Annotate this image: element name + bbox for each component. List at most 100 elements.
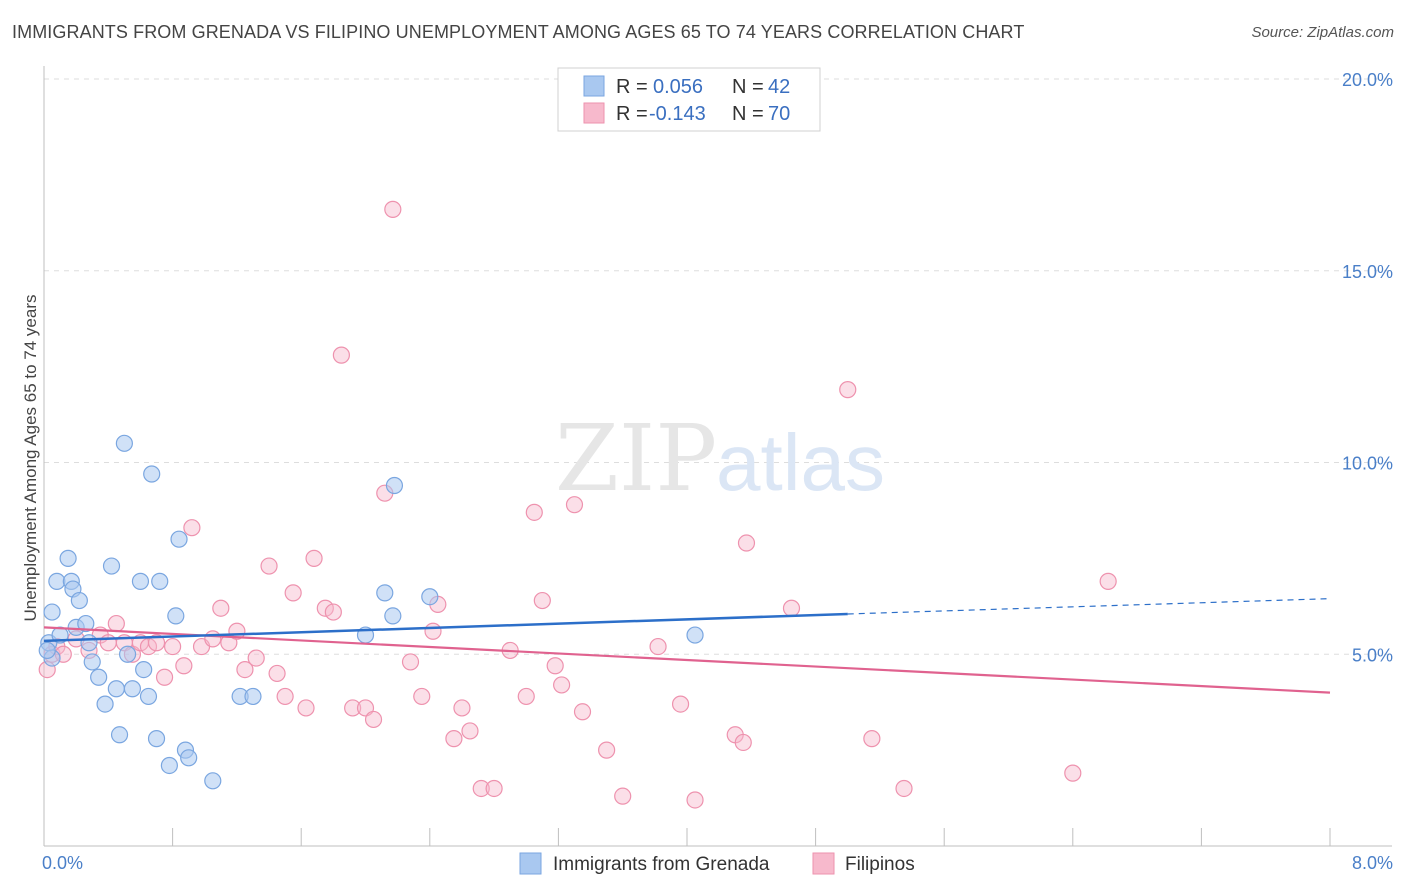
point-grenada xyxy=(123,680,142,698)
point-filipinos xyxy=(525,503,543,521)
point-filipinos xyxy=(247,649,265,667)
point-grenada xyxy=(83,653,101,671)
point-filipinos xyxy=(155,668,174,686)
point-grenada xyxy=(686,626,704,644)
point-grenada xyxy=(421,588,439,606)
point-filipinos xyxy=(164,637,182,656)
point-grenada xyxy=(135,660,153,679)
point-filipinos xyxy=(107,614,125,633)
legend-r-label-1: R = xyxy=(616,76,648,98)
legend-n-value-2: 70 xyxy=(768,103,790,125)
point-filipinos xyxy=(1064,764,1082,782)
legend-n-label-1: N = xyxy=(732,76,764,98)
point-filipinos xyxy=(413,687,431,706)
point-grenada xyxy=(48,572,66,590)
point-filipinos xyxy=(276,687,294,706)
point-filipinos xyxy=(268,664,286,683)
point-grenada xyxy=(102,557,121,575)
point-grenada xyxy=(77,614,95,633)
legend-r-value-1: 0.056 xyxy=(653,76,703,98)
x-tick-label-min: 0.0% xyxy=(42,853,83,873)
point-filipinos xyxy=(553,676,571,694)
y-axis-label: Unemployment Among Ages 65 to 74 years xyxy=(21,295,40,622)
point-filipinos xyxy=(472,779,490,798)
point-filipinos xyxy=(546,657,564,675)
point-filipinos xyxy=(863,730,881,748)
point-grenada xyxy=(59,549,77,567)
x-tick-label-max: 8.0% xyxy=(1352,853,1393,873)
axes xyxy=(43,66,1392,847)
point-filipinos xyxy=(445,730,463,748)
tick-labels: 5.0% 10.0% 15.0% 20.0% 0.0% 8.0% xyxy=(42,70,1393,873)
point-filipinos xyxy=(284,584,302,602)
bottom-legend-filipinos: Filipinos xyxy=(845,854,915,875)
point-filipinos xyxy=(305,549,323,567)
point-grenada xyxy=(244,687,262,706)
point-filipinos xyxy=(734,733,752,752)
point-filipinos xyxy=(533,591,551,610)
point-grenada xyxy=(180,749,198,767)
point-filipinos xyxy=(260,557,278,575)
point-filipinos xyxy=(204,630,222,648)
point-filipinos xyxy=(686,791,704,809)
watermark-zip: ZIP xyxy=(555,405,717,512)
point-filipinos xyxy=(332,346,350,364)
y-tick-label: 10.0% xyxy=(1342,454,1393,474)
point-grenada xyxy=(107,680,125,698)
legend-swatch-filipinos xyxy=(583,102,605,124)
series-grenada xyxy=(38,434,704,790)
legend-swatch-grenada xyxy=(583,75,605,97)
point-grenada xyxy=(143,465,161,483)
point-grenada xyxy=(170,530,188,548)
point-grenada xyxy=(90,668,108,686)
point-filipinos xyxy=(614,787,632,805)
point-filipinos xyxy=(401,653,420,671)
point-grenada xyxy=(131,572,150,590)
point-grenada xyxy=(139,687,158,706)
point-filipinos xyxy=(424,622,442,640)
y-tick-label: 20.0% xyxy=(1342,70,1393,90)
point-grenada xyxy=(204,772,222,790)
point-filipinos xyxy=(324,603,342,621)
point-filipinos xyxy=(453,699,471,717)
point-filipinos xyxy=(236,660,254,679)
point-filipinos xyxy=(212,599,230,617)
series-filipinos xyxy=(38,200,1117,809)
trend-lines xyxy=(43,598,1331,694)
point-filipinos xyxy=(649,637,667,656)
point-grenada xyxy=(38,641,56,660)
point-grenada xyxy=(376,584,394,602)
point-filipinos xyxy=(485,779,503,798)
bottom-legend-swatch-filipinos xyxy=(812,852,835,875)
trendline-filipinos xyxy=(43,626,1331,694)
legend-n-value-1: 42 xyxy=(768,76,790,98)
point-filipinos xyxy=(175,657,193,675)
point-grenada xyxy=(118,645,137,663)
point-filipinos xyxy=(895,779,913,798)
correlation-legend: R = 0.056 N = 42 R = -0.143 N = 70 xyxy=(557,67,821,132)
point-grenada xyxy=(96,695,114,713)
bottom-legend-swatch-grenada xyxy=(519,852,542,875)
point-filipinos xyxy=(1099,572,1117,590)
point-filipinos xyxy=(517,687,535,706)
point-grenada xyxy=(151,572,169,590)
legend-r-value-2: -0.143 xyxy=(649,103,706,125)
point-grenada xyxy=(80,634,98,652)
point-filipinos xyxy=(573,703,592,721)
point-filipinos xyxy=(782,599,801,617)
point-grenada xyxy=(43,603,61,621)
trendline-grenada xyxy=(43,612,848,643)
point-filipinos xyxy=(598,741,616,759)
point-grenada xyxy=(110,726,129,744)
point-filipinos xyxy=(316,599,334,617)
point-filipinos xyxy=(737,534,756,552)
legend-r-label-2: R = xyxy=(616,103,648,125)
chart-title: IMMIGRANTS FROM GRENADA VS FILIPINO UNEM… xyxy=(12,22,1025,42)
point-grenada xyxy=(385,476,404,495)
point-filipinos xyxy=(344,699,362,717)
source-credit: Source: ZipAtlas.com xyxy=(1251,24,1394,41)
legend-n-label-2: N = xyxy=(732,103,764,125)
point-grenada xyxy=(160,756,178,775)
point-filipinos xyxy=(99,634,117,652)
